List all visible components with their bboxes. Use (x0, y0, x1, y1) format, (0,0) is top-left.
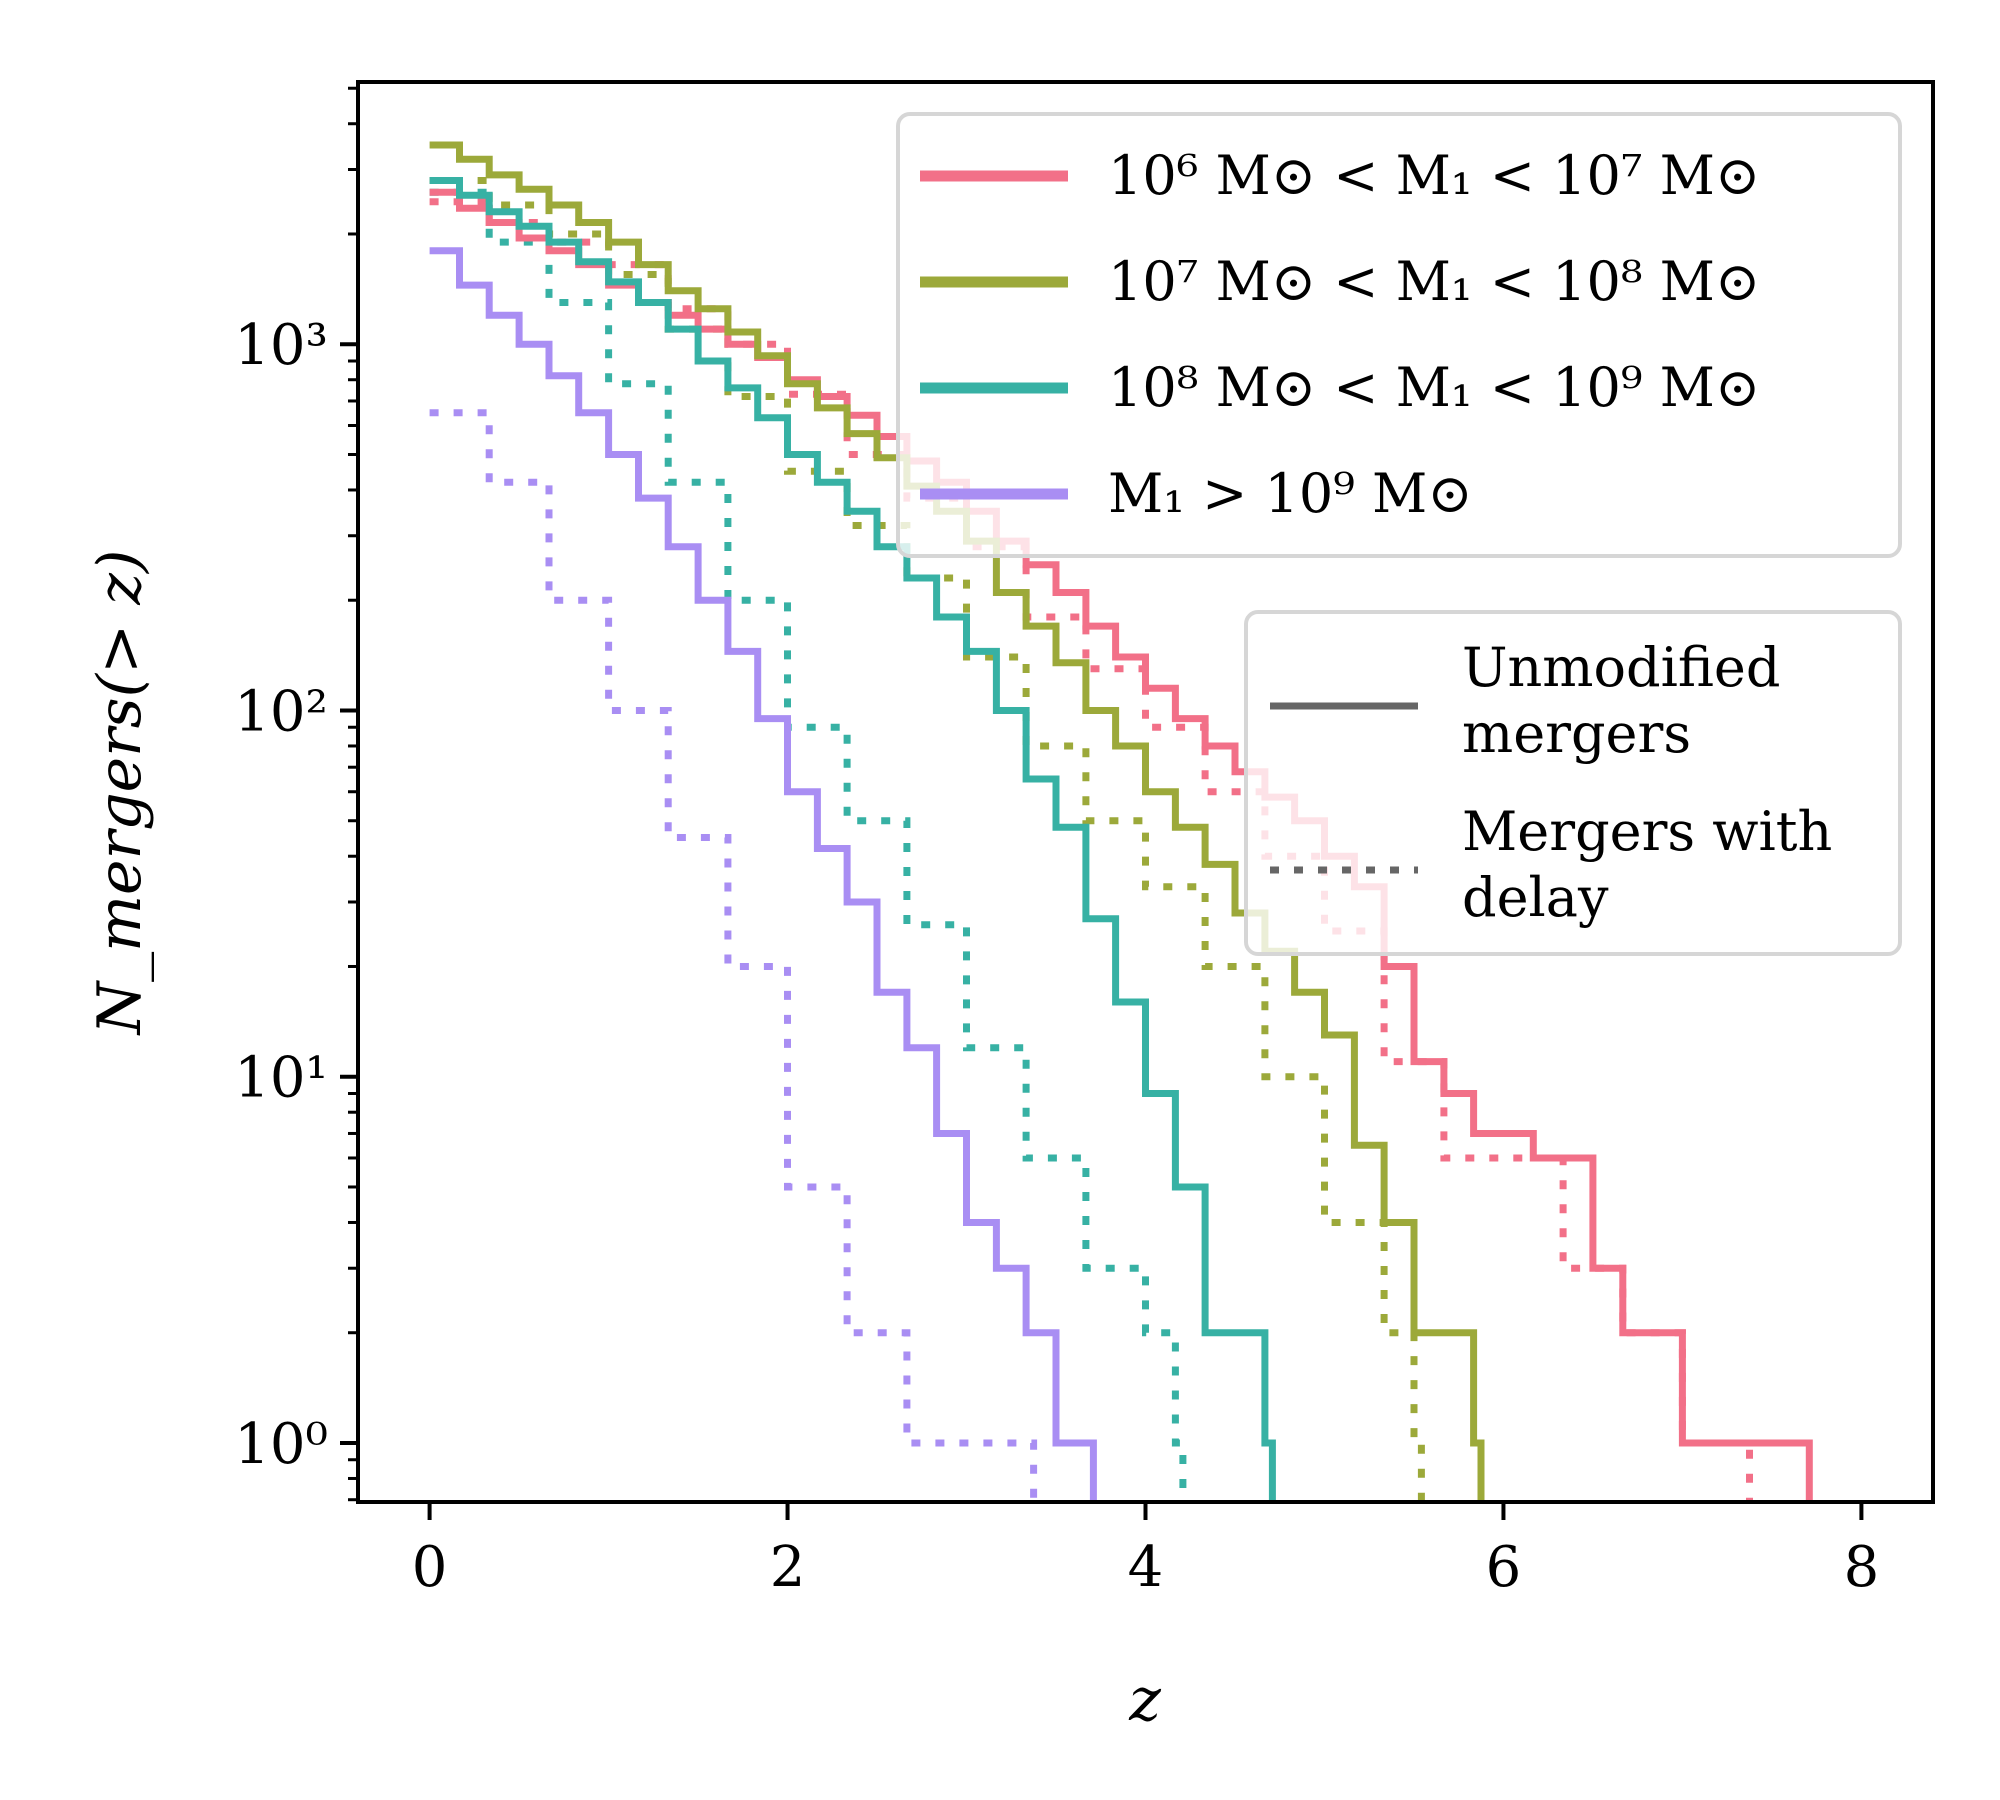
legend-style-label-1-1: delay (1462, 866, 1609, 929)
legend-style-label-1-0: Mergers with (1462, 800, 1832, 863)
x-axis-label: z (1128, 1665, 1161, 1735)
x-tick-label-4: 8 (1844, 1535, 1880, 1600)
legend-mass-label-1: 10⁷ M⊙ < M₁ < 10⁸ M⊙ (1108, 250, 1760, 313)
x-tick-label-1: 2 (770, 1535, 806, 1600)
y-tick-label-1: 10¹ (234, 1046, 328, 1111)
y-tick-label-3: 10³ (234, 313, 328, 378)
y-axis-label: N_mergers(> z) (85, 550, 155, 1037)
legend-mass-label-2: 10⁸ M⊙ < M₁ < 10⁹ M⊙ (1108, 356, 1760, 419)
ticks-layer: 0 2 4 6 8 10⁰ 10¹ 10² 10³ (234, 86, 1880, 1600)
legend-style-label-0-1: mergers (1462, 702, 1691, 765)
legend-mass-bins: 10⁶ M⊙ < M₁ < 10⁷ M⊙ 10⁷ M⊙ < M₁ < 10⁸ M⊙… (896, 112, 1902, 558)
legend-mass-label-0: 10⁶ M⊙ < M₁ < 10⁷ M⊙ (1108, 144, 1760, 207)
x-tick-label-2: 4 (1128, 1535, 1164, 1600)
series-line-6 (429, 188, 1187, 1502)
legend-style-label-0-0: Unmodified (1462, 636, 1780, 699)
x-tick-label-3: 6 (1486, 1535, 1522, 1600)
legend-mass-label-3: M₁ > 10⁹ M⊙ (1108, 462, 1473, 525)
series-line-2 (429, 177, 1276, 1502)
series-line-3 (429, 247, 1097, 1502)
y-tick-label-2: 10² (234, 679, 328, 744)
x-tick-label-0: 0 (412, 1535, 448, 1600)
legend-style-frame (1244, 610, 1902, 956)
legend-mass-frame (896, 112, 1902, 558)
y-tick-label-0: 10⁰ (234, 1412, 328, 1477)
